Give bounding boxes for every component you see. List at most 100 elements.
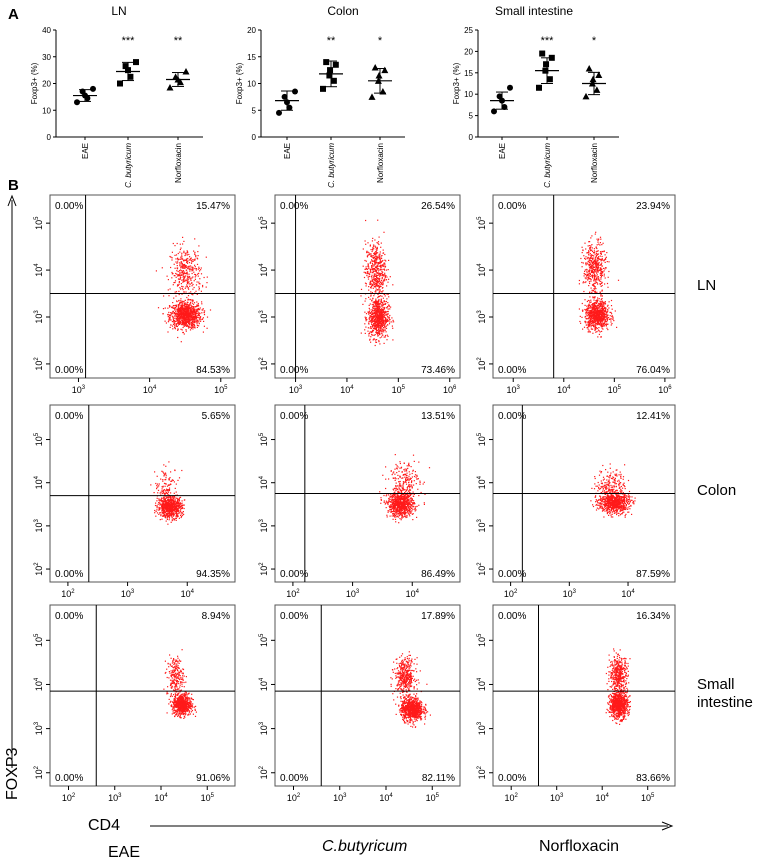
event-dot — [588, 307, 590, 309]
event-dot — [174, 325, 176, 327]
flow-y-tick-label: 104 — [34, 475, 44, 489]
event-dot — [175, 510, 177, 512]
event-dot — [166, 490, 168, 492]
event-dot — [596, 311, 598, 314]
event-dot — [376, 312, 378, 314]
event-dot — [194, 276, 196, 278]
event-dot — [412, 519, 414, 521]
event-dot — [591, 276, 593, 278]
event-dot — [385, 327, 388, 329]
event-dot — [594, 258, 596, 260]
event-dot — [377, 274, 379, 276]
event-dot — [175, 483, 177, 485]
event-dot — [190, 324, 193, 326]
event-dot — [168, 461, 170, 463]
event-dot — [181, 258, 183, 260]
event-dot — [170, 315, 172, 317]
event-dot — [381, 264, 383, 266]
event-dot — [373, 254, 376, 256]
significance-mark: * — [378, 35, 383, 47]
event-dot — [596, 317, 598, 319]
event-dot — [375, 284, 377, 286]
event-dot — [186, 310, 189, 312]
event-dot — [368, 286, 370, 288]
event-dot — [377, 311, 379, 313]
event-dot — [365, 266, 367, 268]
event-dot — [606, 315, 608, 317]
event-dot — [191, 322, 194, 324]
event-dot — [190, 279, 192, 282]
event-dot — [378, 288, 380, 290]
event-dot — [180, 247, 182, 249]
event-dot — [182, 313, 184, 315]
event-dot — [373, 322, 375, 325]
event-dot — [172, 323, 175, 325]
event-dot — [596, 301, 598, 303]
event-dot — [166, 506, 168, 508]
event-dot — [184, 267, 186, 269]
event-dot — [587, 307, 589, 309]
event-dot — [593, 308, 595, 310]
event-dot — [601, 289, 603, 291]
event-dot — [593, 255, 595, 257]
event-dot — [181, 313, 183, 315]
flow-y-tick-label: 102 — [477, 357, 487, 371]
event-dot — [178, 477, 181, 479]
event-dot — [614, 310, 616, 312]
event-dot — [411, 498, 413, 500]
event-dot — [168, 500, 170, 502]
event-dot — [183, 311, 185, 313]
event-dot — [175, 320, 177, 322]
event-dot — [381, 318, 383, 320]
event-dot — [592, 272, 594, 274]
event-dot — [191, 268, 193, 271]
summary-y-tick-label: 20 — [464, 47, 473, 56]
event-dot — [183, 325, 185, 327]
event-dot — [585, 312, 587, 314]
event-dot — [188, 313, 190, 315]
event-dot — [369, 339, 371, 341]
event-dot — [188, 322, 190, 325]
event-dot — [596, 313, 598, 315]
event-dot — [184, 306, 186, 308]
event-dot — [179, 310, 181, 312]
event-dot — [178, 304, 180, 306]
event-dot — [384, 266, 386, 268]
event-dot — [177, 317, 179, 319]
event-dot — [193, 319, 195, 321]
event-dot — [190, 327, 192, 330]
event-dot — [178, 500, 181, 502]
event-dot — [369, 280, 371, 282]
event-dot — [372, 287, 374, 289]
event-dot — [408, 508, 410, 510]
event-dot — [378, 331, 380, 333]
event-dot — [603, 315, 605, 318]
event-dot — [594, 328, 596, 330]
event-dot — [583, 290, 585, 293]
event-dot — [382, 315, 384, 317]
event-dot — [600, 324, 602, 326]
event-dot — [592, 308, 594, 310]
data-point — [582, 92, 590, 100]
event-dot — [167, 490, 169, 492]
event-dot — [378, 279, 380, 281]
event-dot — [589, 272, 591, 275]
event-dot — [588, 265, 590, 267]
data-point — [539, 50, 546, 57]
event-dot — [166, 275, 168, 277]
event-dot — [585, 273, 587, 276]
event-dot — [364, 240, 366, 242]
event-dot — [381, 325, 384, 328]
event-dot — [196, 308, 198, 310]
event-dot — [190, 315, 193, 317]
event-dot — [372, 318, 374, 320]
event-dot — [202, 317, 204, 319]
event-dot — [173, 500, 175, 502]
event-dot — [173, 282, 175, 284]
event-dot — [175, 313, 177, 315]
event-dot — [187, 279, 189, 281]
event-dot — [387, 313, 389, 315]
summary-x-tick-label: Norfloxacin — [590, 143, 599, 183]
event-dot — [379, 319, 381, 321]
event-dot — [376, 316, 378, 318]
